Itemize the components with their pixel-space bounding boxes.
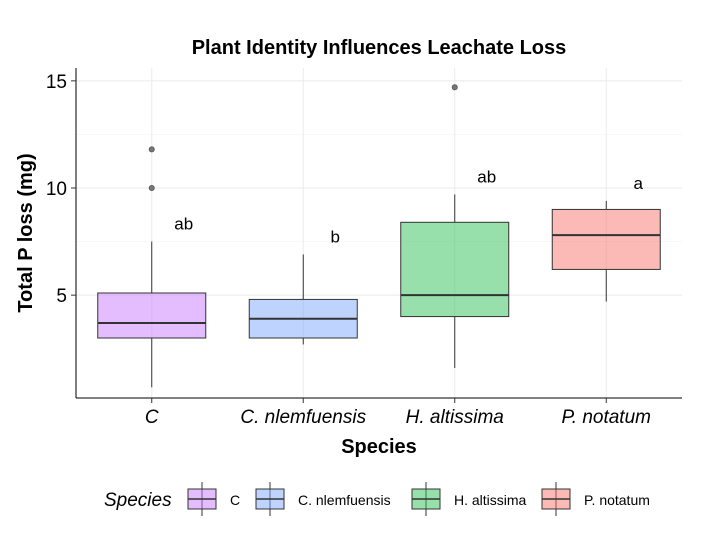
significance-letter: b [331, 227, 340, 246]
legend-label: C [230, 492, 240, 508]
legend-item-3: P. notatum [541, 482, 650, 516]
y-axis-label: Total P loss (mg) [15, 153, 37, 312]
x-tick-label: H. altissima [406, 407, 504, 428]
legend-item-0: C [187, 482, 240, 516]
box-iqr [551, 208, 661, 270]
outlier-point [148, 184, 155, 191]
x-tick-label: C [145, 407, 159, 428]
legend-label: C. nlemfuensis [298, 492, 391, 508]
y-tick-label: 15 [46, 72, 67, 93]
legend-item-2: H. altissima [411, 482, 527, 516]
significance-letter: a [634, 174, 644, 193]
box-group-1: b [248, 227, 358, 345]
box-iqr [400, 221, 510, 318]
box-group-2: ab [400, 84, 510, 368]
x-axis-label: Species [341, 436, 417, 458]
x-tick-label: P. notatum [562, 407, 651, 428]
legend-title: Species [104, 490, 172, 511]
outlier-point [148, 146, 155, 153]
legend-label: H. altissima [454, 492, 527, 508]
chart-title: Plant Identity Influences Leachate Loss [192, 37, 567, 59]
y-tick-label: 10 [46, 179, 67, 200]
legend-label: P. notatum [584, 492, 650, 508]
significance-letter: ab [477, 167, 496, 186]
x-tick-label: C. nlemfuensis [240, 407, 366, 428]
box-group-0: ab [97, 146, 207, 388]
box-group-3: a [551, 174, 661, 302]
box-iqr [97, 292, 207, 339]
y-tick-label: 5 [56, 286, 67, 307]
outlier-point [451, 84, 458, 91]
legend-item-1: C. nlemfuensis [255, 482, 391, 516]
significance-letter: ab [174, 215, 193, 234]
